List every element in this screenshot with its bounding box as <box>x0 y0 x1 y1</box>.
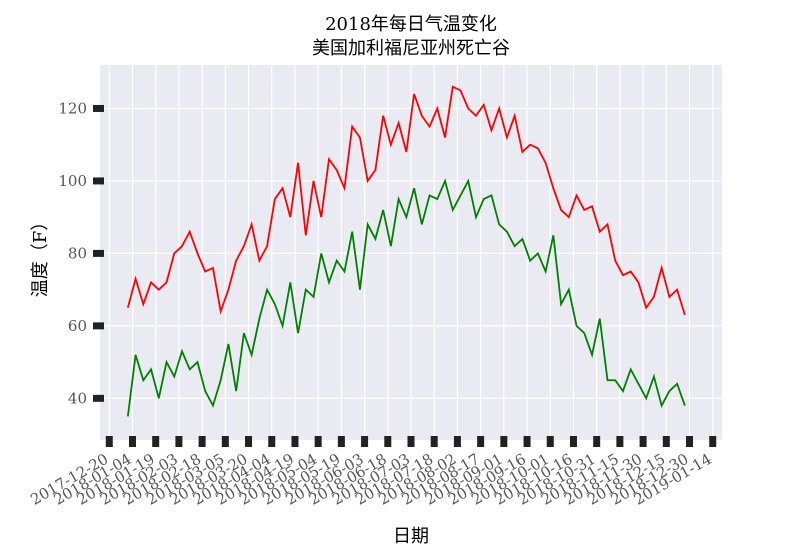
data-line <box>126 85 686 316</box>
x-tick-mark <box>314 436 322 447</box>
x-tick-mark <box>523 436 531 447</box>
x-tick-mark <box>546 436 554 447</box>
x-tick-mark <box>152 436 160 447</box>
x-tick-mark <box>268 436 276 447</box>
chart-subtitle: 美国加利福尼亚州死亡谷 <box>312 38 510 59</box>
x-tick-mark <box>430 436 438 447</box>
x-tick-mark <box>477 436 485 447</box>
x-tick-mark <box>221 436 229 447</box>
x-tick-mark <box>245 436 253 447</box>
x-tick-mark <box>105 436 113 447</box>
y-tick-label: 60 <box>68 317 87 335</box>
x-tick-mark <box>337 436 345 447</box>
x-tick-mark <box>500 436 508 447</box>
x-tick-mark <box>175 436 183 447</box>
x-tick-mark <box>453 436 461 447</box>
x-tick-mark <box>569 436 577 447</box>
x-tick-mark <box>686 436 694 447</box>
x-tick-mark <box>384 436 392 447</box>
x-tick-mark <box>128 436 136 447</box>
x-axis-label: 日期 <box>393 526 429 547</box>
x-tick-mark <box>407 436 415 447</box>
y-tick-mark <box>93 249 104 257</box>
x-tick-mark <box>198 436 206 447</box>
x-tick-mark <box>291 436 299 447</box>
chart-title: 2018年每日气温变化 <box>325 14 497 35</box>
y-tick-label: 80 <box>68 244 87 262</box>
y-tick-mark <box>93 177 104 185</box>
x-tick-mark <box>709 436 717 447</box>
x-tick-mark <box>616 436 624 447</box>
y-tick-mark <box>93 104 104 112</box>
y-tick-label: 40 <box>68 389 87 407</box>
y-tick-mark <box>93 394 104 402</box>
x-tick-mark <box>639 436 647 447</box>
y-tick-mark <box>93 322 104 330</box>
y-tick-label: 100 <box>58 172 87 190</box>
y-tick-label: 120 <box>58 99 87 117</box>
y-axis-label: 温度（F） <box>30 213 51 298</box>
x-tick-mark <box>662 436 670 447</box>
x-tick-mark <box>361 436 369 447</box>
x-tick-mark <box>593 436 601 447</box>
data-line <box>126 178 686 417</box>
